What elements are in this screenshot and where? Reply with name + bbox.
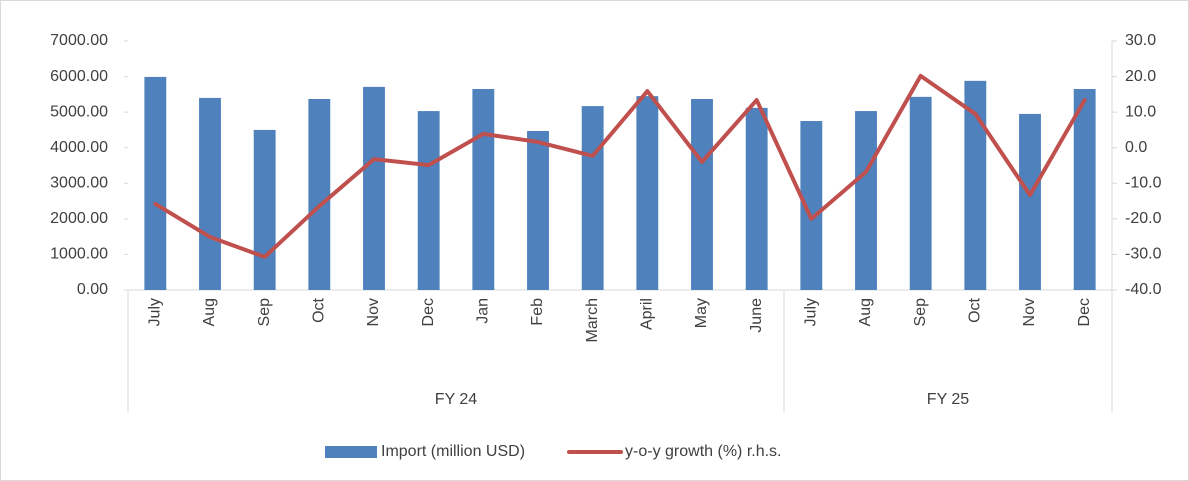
y-tick-label: 2000.00 — [50, 210, 108, 227]
x-tick-label: May — [693, 298, 710, 328]
y-tick-label: 1000.00 — [50, 246, 108, 263]
x-tick-label: Oct — [311, 297, 328, 322]
x-tick-label: Jan — [475, 298, 492, 324]
legend-swatch — [325, 446, 377, 458]
x-tick-label: Nov — [1021, 298, 1038, 326]
y-tick-label: 7000.00 — [50, 32, 108, 49]
bar — [417, 111, 440, 290]
y2-tick-label: -20.0 — [1125, 210, 1162, 227]
x-tick-label: Oct — [967, 297, 984, 322]
group-label: FY 24 — [435, 391, 478, 408]
bar — [800, 121, 823, 291]
legend-label: Import (million USD) — [381, 443, 525, 460]
y-tick-label: 3000.00 — [50, 175, 108, 192]
x-tick-label: Aug — [857, 298, 874, 326]
group-label: FY 25 — [927, 391, 970, 408]
x-tick-label: Feb — [529, 298, 546, 326]
bar — [253, 129, 276, 290]
y-tick-label: 5000.00 — [50, 103, 108, 120]
line — [153, 73, 1087, 259]
x-tick-label: July — [803, 298, 820, 326]
bar — [199, 97, 221, 291]
bar — [308, 98, 331, 290]
x-tick-label: Nov — [365, 298, 382, 326]
legend-label: y-o-y growth (%) r.h.s. — [625, 443, 781, 460]
y2-tick-label: -40.0 — [1125, 281, 1162, 298]
x-tick-label: March — [584, 298, 601, 342]
bar — [1019, 113, 1041, 291]
x-tick-label: Dec — [420, 298, 437, 326]
bar — [855, 111, 877, 290]
y2-tick-label: -30.0 — [1125, 246, 1162, 263]
y2-tick-label: 30.0 — [1125, 32, 1156, 49]
y-tick-label: 6000.00 — [50, 68, 108, 85]
x-tick-label: Sep — [912, 298, 929, 327]
bar — [527, 130, 549, 290]
bar — [363, 86, 385, 290]
bar — [691, 98, 713, 290]
bar — [144, 76, 167, 290]
bar — [745, 107, 768, 290]
y2-tick-label: 10.0 — [1125, 103, 1156, 120]
bar — [909, 96, 932, 291]
x-tick-label: Dec — [1076, 298, 1093, 326]
y-tick-label: 0.00 — [77, 281, 108, 298]
x-tick-label: July — [147, 298, 164, 326]
bar — [581, 106, 604, 291]
x-tick-label: Aug — [201, 298, 218, 326]
y2-tick-label: 0.0 — [1125, 139, 1147, 156]
x-tick-label: April — [639, 298, 656, 330]
y-tick-label: 4000.00 — [50, 139, 108, 156]
bar — [1073, 89, 1096, 291]
bar — [472, 89, 495, 291]
bar — [964, 80, 987, 290]
y2-tick-label: -10.0 — [1125, 175, 1162, 192]
x-tick-label: June — [748, 298, 765, 333]
y2-tick-label: 20.0 — [1125, 68, 1156, 85]
bar — [636, 96, 659, 290]
x-tick-label: Sep — [256, 298, 273, 327]
